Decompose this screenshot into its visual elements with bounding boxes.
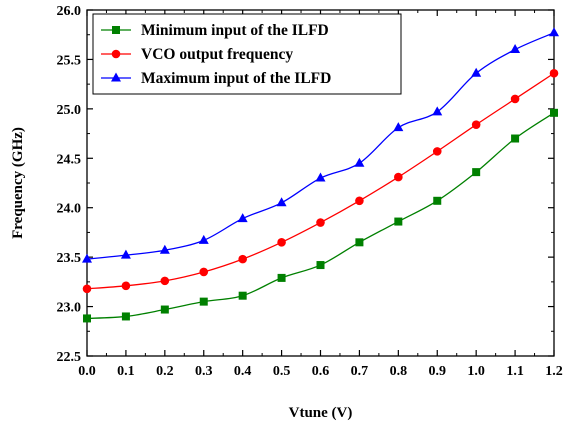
data-point bbox=[550, 108, 558, 117]
data-point bbox=[316, 261, 325, 270]
y-tick-label: 23.0 bbox=[57, 301, 82, 316]
y-axis-label: Frequency (GHz) bbox=[10, 127, 26, 239]
data-point bbox=[511, 134, 520, 143]
data-point bbox=[82, 284, 92, 294]
x-tick-label: 0.1 bbox=[117, 364, 135, 379]
data-point bbox=[82, 253, 92, 263]
y-tick-label: 24.0 bbox=[57, 202, 82, 217]
data-point bbox=[276, 197, 287, 207]
x-tick-label: 1.2 bbox=[545, 364, 563, 379]
data-point bbox=[549, 68, 559, 78]
series-square bbox=[83, 108, 558, 323]
y-tick-label: 25.5 bbox=[57, 53, 82, 68]
data-point bbox=[510, 44, 521, 54]
legend-box bbox=[92, 13, 402, 95]
data-point bbox=[237, 213, 248, 223]
data-point bbox=[238, 291, 247, 300]
x-tick-label: 0.6 bbox=[312, 364, 330, 379]
data-point bbox=[160, 276, 170, 286]
data-point bbox=[199, 297, 208, 306]
data-point bbox=[121, 281, 131, 291]
x-tick-label: 1.1 bbox=[506, 364, 524, 379]
legend: Minimum input of the ILFD VCO output freq… bbox=[92, 13, 402, 95]
data-point bbox=[121, 312, 130, 321]
y-tick-label: 26.0 bbox=[57, 4, 82, 19]
series-line bbox=[86, 112, 555, 320]
legend-marker bbox=[112, 26, 120, 34]
data-point bbox=[198, 234, 209, 244]
data-point bbox=[549, 27, 559, 37]
data-point bbox=[160, 305, 169, 314]
y-tick-label: 25.0 bbox=[57, 103, 82, 118]
data-point bbox=[394, 172, 403, 182]
data-point bbox=[394, 217, 403, 226]
x-tick-label: 0.0 bbox=[78, 364, 96, 379]
data-point bbox=[238, 254, 247, 264]
data-point bbox=[355, 196, 364, 206]
data-point bbox=[510, 94, 520, 104]
axes: 0.0 0.1 0.2 0.3 0.4 0.5 0.6 0.7 0.8 0.9 1.0 1.1 1.2 2… bbox=[57, 4, 563, 379]
data-point bbox=[393, 122, 404, 132]
x-tick-label: 0.3 bbox=[195, 364, 213, 379]
legend-entry: Maximum input of the ILFD bbox=[141, 70, 331, 87]
data-point bbox=[432, 106, 443, 116]
x-tick-label: 0.7 bbox=[351, 364, 369, 379]
data-point bbox=[277, 238, 286, 247]
data-point bbox=[471, 67, 482, 77]
x-tick-label: 1.0 bbox=[467, 364, 485, 379]
series-layer bbox=[82, 27, 559, 323]
data-point bbox=[120, 249, 131, 259]
y-tick-label: 23.5 bbox=[57, 251, 82, 266]
data-point bbox=[315, 172, 326, 182]
data-point bbox=[199, 267, 209, 277]
data-point bbox=[316, 218, 325, 227]
data-point bbox=[159, 244, 170, 254]
x-tick-label: 0.8 bbox=[390, 364, 408, 379]
x-tick-label: 0.5 bbox=[273, 364, 291, 379]
series-triangle bbox=[82, 27, 559, 263]
legend-marker bbox=[111, 49, 121, 59]
y-tick-label: 24.5 bbox=[57, 152, 82, 167]
x-tick-label: 0.2 bbox=[156, 364, 174, 379]
x-tick-label: 0.4 bbox=[234, 364, 252, 379]
x-tick-label: 0.9 bbox=[429, 364, 447, 379]
legend-marker bbox=[111, 72, 121, 82]
series-circle bbox=[82, 68, 559, 294]
data-point bbox=[83, 314, 91, 323]
data-point bbox=[472, 168, 481, 177]
data-point bbox=[354, 157, 365, 167]
data-point bbox=[433, 196, 442, 205]
data-point bbox=[355, 238, 364, 247]
data-point bbox=[471, 120, 481, 129]
data-point bbox=[432, 147, 442, 156]
x-axis-label: Vtune (V) bbox=[289, 405, 353, 421]
legend-entry: VCO output frequency bbox=[141, 46, 293, 63]
data-point bbox=[277, 273, 286, 282]
y-tick-label: 22.5 bbox=[57, 350, 82, 365]
legend-entry: Minimum input of the ILFD bbox=[141, 22, 329, 39]
